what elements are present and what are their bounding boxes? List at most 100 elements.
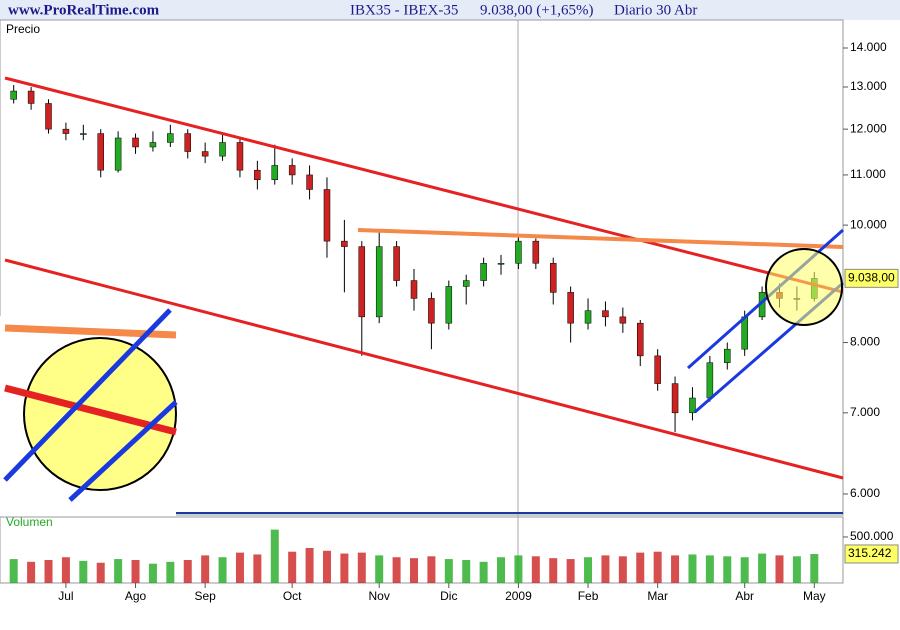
volume-bar — [79, 560, 88, 583]
volume-bar — [462, 559, 471, 583]
instrument: IBX35 - IBEX-35 — [350, 2, 458, 18]
highlight-circle — [765, 248, 843, 326]
volume-bar — [775, 555, 784, 583]
x-tick-label: May — [803, 589, 826, 603]
candle-body — [462, 280, 470, 287]
y-tick-label: 7.000 — [850, 405, 880, 419]
y-tick-label: 11.000 — [850, 167, 886, 181]
candle-body — [393, 246, 400, 281]
candle-body — [132, 137, 139, 148]
x-tick-label: Dic — [440, 589, 457, 603]
volume-bar — [201, 555, 210, 583]
y-tick-label: 13.000 — [850, 79, 887, 93]
volume-bar — [375, 555, 384, 583]
volume-bar — [584, 557, 593, 583]
inset-blue-upper — [3, 308, 172, 482]
volume-bar — [96, 562, 105, 583]
resistance — [357, 228, 844, 249]
candle-body — [323, 189, 331, 242]
candle-body — [445, 286, 453, 324]
candle-body — [341, 240, 348, 247]
candle-body — [428, 298, 435, 324]
candle-body — [288, 165, 296, 176]
volume-bar — [566, 559, 575, 583]
volume-panel — [0, 516, 844, 584]
volume-bar — [61, 557, 70, 583]
quote: 9.038,00 (+1,65%) — [480, 2, 593, 18]
candle-body — [689, 397, 696, 414]
volume-bar — [305, 548, 314, 583]
x-tick-label: Sep — [194, 589, 216, 603]
volume-bar — [549, 558, 558, 583]
candle-body — [114, 137, 122, 171]
volume-bar — [671, 555, 680, 583]
marks — [9, 84, 819, 583]
volume-bar — [9, 559, 18, 583]
volume-bar — [531, 556, 540, 583]
y-tick-label: 500.000 — [850, 529, 894, 543]
volume-bar — [44, 559, 53, 583]
volume-bar — [810, 553, 819, 583]
candle-body — [167, 133, 174, 143]
volume-bar — [618, 556, 627, 583]
candle-body — [741, 316, 748, 350]
volume-bar — [392, 557, 401, 583]
last-value-box — [844, 544, 899, 564]
volume-bar — [270, 529, 279, 583]
header-bar — [0, 0, 900, 20]
channel-upper — [4, 76, 844, 294]
candle-body — [375, 246, 383, 318]
volume-bar — [27, 561, 36, 583]
volume-bar — [288, 551, 297, 583]
candle-body — [584, 310, 592, 324]
volume-bar — [723, 556, 732, 583]
candle-body — [184, 133, 191, 152]
candle-body — [724, 348, 731, 363]
price-label: Precio — [6, 22, 40, 36]
period: Diario 30 Abr — [614, 2, 697, 18]
volume-bar — [705, 555, 714, 583]
volume-bar — [792, 556, 801, 583]
volume-bar — [322, 550, 331, 583]
x-tick-label: Abr — [735, 589, 754, 603]
x-tick-label: Jul — [58, 589, 73, 603]
volume-bar — [479, 561, 488, 583]
volume-bar — [235, 552, 244, 583]
candle-body — [358, 246, 366, 318]
candle-body — [654, 355, 661, 384]
volume-bar — [166, 561, 175, 583]
volume-bar — [514, 555, 523, 583]
candle-body — [45, 103, 52, 130]
annotations — [0, 76, 844, 516]
volume-bar — [148, 563, 157, 583]
y-tick-label: 12.000 — [850, 121, 887, 135]
volume-bar — [653, 551, 662, 583]
site: www.ProRealTime.com — [8, 2, 160, 18]
volume-bar — [253, 554, 262, 583]
candle-body — [532, 240, 540, 264]
x-tick-label: Feb — [578, 589, 599, 603]
volume-bar — [758, 553, 767, 583]
volume-bar — [497, 557, 506, 583]
candle-body — [27, 90, 35, 104]
candle-body — [80, 133, 87, 135]
volume-bar — [688, 554, 697, 583]
candle-body — [62, 128, 70, 134]
volume-bar — [218, 557, 227, 583]
volume-bar — [340, 553, 349, 583]
y-tick-label: 10.000 — [850, 217, 887, 231]
header: www.ProRealTime.com IBX35 - IBEX-35 9.03… — [0, 0, 900, 20]
y-tick-label: 8.000 — [850, 335, 880, 349]
y-tick-label: 6.000 — [850, 486, 880, 500]
candle-body — [602, 310, 609, 318]
candle-body — [219, 142, 226, 157]
candle-body — [271, 165, 279, 180]
x-tick-label: Ago — [125, 589, 147, 603]
volume-bar — [410, 558, 418, 583]
candle-body — [149, 142, 157, 148]
candle-body — [706, 362, 714, 399]
candle-body — [306, 174, 313, 190]
candle-body — [254, 169, 261, 180]
volume-bar — [444, 559, 453, 583]
